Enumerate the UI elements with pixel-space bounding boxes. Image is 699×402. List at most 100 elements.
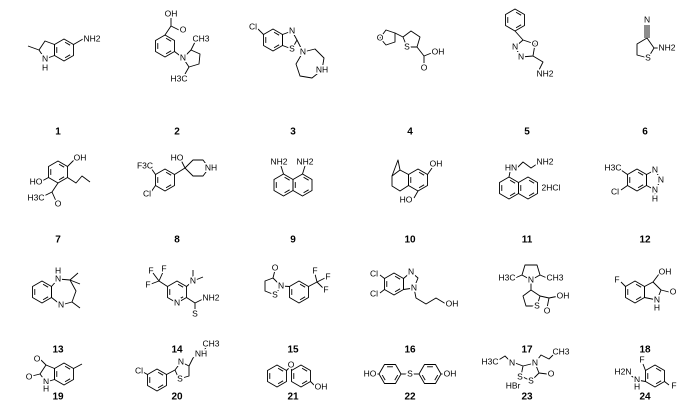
atom-label: OH bbox=[74, 152, 87, 162]
atom-label: O bbox=[34, 353, 41, 363]
ring bbox=[264, 277, 282, 296]
bond bbox=[538, 372, 548, 375]
double-bond bbox=[509, 192, 516, 197]
compound-number: 6 bbox=[642, 127, 648, 138]
compound: OO NH bbox=[24, 352, 83, 395]
atom-label: O bbox=[288, 359, 295, 369]
atom-label: HO bbox=[400, 194, 413, 204]
atom-label: NH2 bbox=[270, 156, 287, 166]
double-bond bbox=[515, 24, 522, 29]
atom-label: 2HCl bbox=[542, 182, 561, 192]
bond bbox=[41, 177, 49, 182]
double-bond bbox=[177, 283, 184, 288]
ring bbox=[514, 39, 536, 58]
bond bbox=[202, 345, 208, 353]
bond bbox=[394, 32, 404, 38]
double-bond bbox=[165, 37, 172, 42]
ring bbox=[282, 30, 298, 50]
ring bbox=[38, 40, 55, 60]
atom-label: S bbox=[272, 289, 278, 299]
compound-number: 2 bbox=[174, 127, 180, 138]
bond bbox=[280, 165, 284, 175]
bond bbox=[308, 281, 318, 287]
atom-label: O bbox=[26, 371, 33, 381]
ring bbox=[379, 29, 396, 46]
compound: Cl NS N NH bbox=[247, 20, 330, 79]
compound-number: 8 bbox=[174, 235, 180, 246]
bond bbox=[272, 269, 276, 279]
bond bbox=[158, 280, 168, 287]
bond bbox=[67, 159, 75, 167]
atom-label: Cl bbox=[135, 365, 143, 375]
ring bbox=[499, 176, 519, 200]
atom-label: N bbox=[300, 46, 306, 56]
double-bond bbox=[165, 184, 172, 189]
ring bbox=[32, 280, 52, 304]
atom-label: N bbox=[644, 14, 650, 24]
bond bbox=[69, 272, 79, 281]
compound-number: 4 bbox=[407, 127, 413, 138]
ring bbox=[384, 272, 404, 296]
compound-number: 11 bbox=[522, 235, 533, 246]
atom-label: N bbox=[174, 297, 180, 307]
double-bond bbox=[418, 184, 425, 189]
atom-label: N bbox=[658, 174, 664, 184]
double-bond bbox=[64, 378, 71, 383]
double-bond bbox=[299, 283, 306, 288]
compound: OH HO H3C O bbox=[26, 151, 91, 210]
atom-label: OH bbox=[557, 290, 570, 300]
atom-label: O bbox=[272, 262, 279, 272]
bond bbox=[413, 287, 447, 305]
bond bbox=[508, 171, 511, 178]
bond bbox=[184, 66, 190, 75]
double-bond bbox=[157, 371, 164, 376]
atom-label: CH3 bbox=[192, 33, 209, 43]
double-bond bbox=[381, 374, 386, 381]
ring bbox=[521, 264, 541, 281]
ring bbox=[54, 38, 74, 62]
ring bbox=[263, 28, 283, 52]
ring bbox=[505, 8, 525, 32]
atom-label: F bbox=[148, 265, 153, 275]
compound-number: 10 bbox=[404, 235, 416, 246]
double-bond bbox=[394, 275, 401, 280]
bond bbox=[71, 301, 81, 309]
atom-label: F bbox=[325, 271, 330, 281]
atom-label: OH bbox=[165, 8, 178, 18]
atom-label: NH bbox=[316, 64, 328, 74]
bond bbox=[192, 276, 204, 282]
compound-number: 24 bbox=[639, 392, 651, 402]
compound: ONS FFF bbox=[264, 261, 332, 304]
ring bbox=[418, 364, 442, 384]
compound: HNN bbox=[32, 264, 81, 311]
atom-label: N bbox=[42, 53, 48, 63]
double-bond bbox=[394, 288, 401, 293]
double-bond bbox=[509, 179, 516, 184]
bond bbox=[152, 272, 160, 282]
double-bond bbox=[273, 31, 280, 36]
ring bbox=[408, 168, 428, 192]
ring bbox=[267, 364, 287, 388]
double-bond bbox=[635, 283, 642, 288]
atom-label: NH2 bbox=[202, 292, 219, 302]
bond bbox=[652, 273, 660, 283]
atom-label: S bbox=[645, 52, 651, 62]
atom-label: Cl bbox=[370, 268, 378, 278]
bond bbox=[316, 277, 326, 283]
atom-label: H bbox=[654, 302, 660, 312]
double-bond bbox=[528, 192, 535, 197]
double-bond bbox=[637, 184, 644, 189]
bond bbox=[296, 39, 304, 53]
atom-label: F bbox=[323, 284, 328, 294]
ring bbox=[182, 49, 201, 68]
compound-number: 12 bbox=[639, 235, 651, 246]
bond bbox=[620, 169, 628, 175]
atom-label: F bbox=[145, 279, 150, 289]
compound-number: 9 bbox=[290, 235, 296, 246]
compound-number: 7 bbox=[55, 235, 61, 246]
bond bbox=[496, 355, 512, 363]
ring bbox=[522, 289, 541, 307]
